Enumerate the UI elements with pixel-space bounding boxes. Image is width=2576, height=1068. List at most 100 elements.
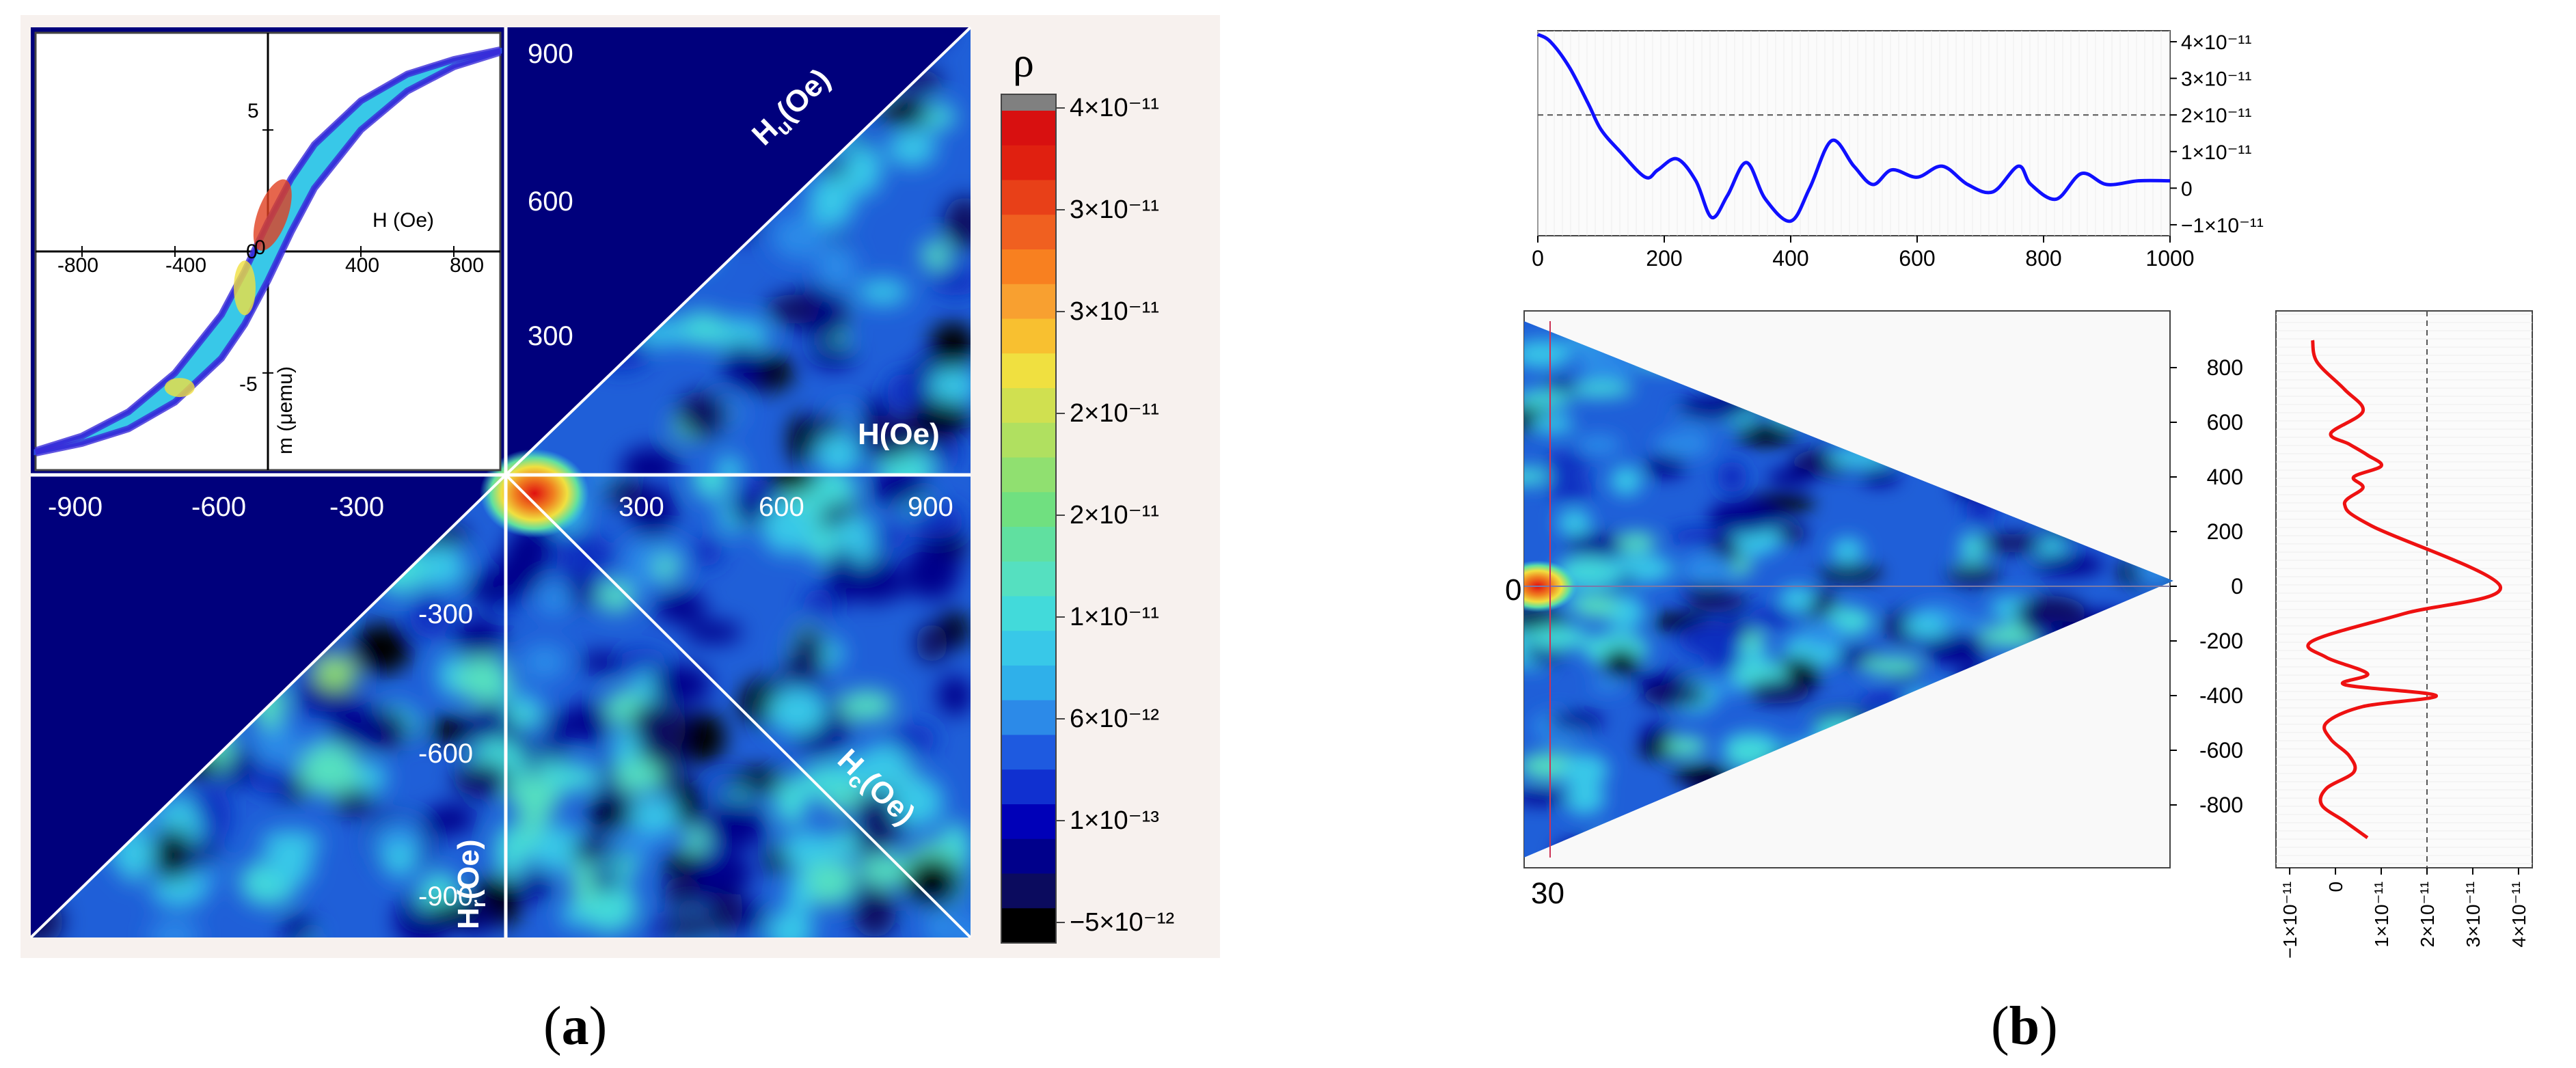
colorbar-cell: [1001, 735, 1056, 770]
tick-vl-neg600: -600: [418, 739, 473, 769]
forc-blob: [802, 588, 839, 615]
inset-ytick-neg5: -5: [239, 373, 258, 396]
forc-blob: [1560, 753, 1609, 788]
colorbar-tick-label: 2×10⁻¹¹: [1070, 501, 1159, 530]
forc-blob: [886, 372, 923, 410]
forc-blob: [676, 711, 727, 765]
inset-hot-region: [253, 179, 292, 251]
forc-blob: [683, 827, 709, 854]
inset-xtick-neg800: -800: [57, 254, 98, 277]
top-x-tick-label: 600: [1899, 246, 1935, 271]
forc-blob: [1831, 537, 1864, 564]
colorbar-cell: [1001, 353, 1056, 389]
forc-blob: [409, 591, 451, 639]
forc-blob: [1654, 431, 1713, 458]
forc-blob: [891, 776, 944, 827]
colorbar-cell: [1001, 422, 1056, 458]
forc-blob: [816, 242, 857, 292]
forc-blob: [580, 651, 623, 674]
colorbar-tick-label: 1×10⁻¹¹: [1070, 603, 1159, 631]
forc-blob: [774, 778, 808, 825]
forc-blob: [839, 690, 895, 721]
forc-blob: [353, 762, 388, 793]
forc-blob: [904, 856, 962, 908]
forc-blob: [869, 525, 907, 549]
forc-blob: [629, 484, 676, 540]
top-y-tick-label: 3×10⁻¹¹: [2181, 68, 2251, 91]
forc-blob: [808, 174, 855, 228]
forc-blob: [259, 721, 300, 767]
inset-xtick-0: 0: [246, 241, 258, 263]
inset-ytick-5: 5: [247, 100, 259, 122]
forc-blob: [929, 365, 971, 407]
forc-blob: [504, 702, 541, 726]
forc-blob: [937, 675, 971, 716]
tick-h-neg900: -900: [48, 492, 103, 522]
colorbar-cell: [1001, 769, 1056, 805]
forc-blob: [1767, 468, 1816, 486]
forc-blob: [925, 905, 954, 937]
tick-v-600: 600: [528, 187, 573, 217]
forc-blob: [1561, 381, 1634, 398]
tick-h-600: 600: [759, 492, 804, 522]
colorbar-tick-label: −5×10⁻¹²: [1070, 908, 1174, 937]
forc-blob: [628, 797, 686, 834]
forc-blob: [693, 851, 753, 894]
forc-blob: [1547, 476, 1594, 502]
top-x-tick-label: 400: [1772, 246, 1808, 271]
top-x-tick-label: 800: [2025, 246, 2061, 271]
colorbar-cell: [1001, 908, 1056, 944]
forc-blob: [677, 392, 730, 438]
forc-blob: [521, 870, 552, 901]
forc-blob: [761, 501, 811, 554]
forc-blob: [826, 547, 858, 604]
forc-blob: [1939, 615, 1987, 633]
forc-blob: [879, 98, 930, 126]
heatmap-b-y-tick-label: -600: [2199, 738, 2243, 763]
forc-blob: [541, 711, 594, 737]
forc-blob: [954, 916, 971, 937]
forc-blob: [1946, 564, 2001, 586]
colorbar-cell: [1001, 145, 1056, 181]
colorbar-cell: [1001, 94, 1056, 111]
forc-blob: [843, 143, 882, 196]
forc-blob: [266, 847, 314, 886]
inset-hot-region: [164, 378, 195, 398]
inset-hysteresis: H (Oe) m (μemu) -800 -400 0 400 800 5 0 …: [33, 31, 502, 471]
inset-loop-branch: [34, 49, 502, 457]
forc-blob: [1859, 467, 1900, 486]
forc-blob: [689, 537, 722, 567]
forc-blob: [1979, 533, 2044, 553]
forc-blob: [327, 709, 383, 748]
forc-blob: [861, 853, 914, 888]
forc-blob: [809, 343, 856, 368]
forc-blob: [495, 824, 527, 879]
forc-blob: [629, 701, 687, 756]
colorbar-cell: [1001, 527, 1056, 562]
forc-blob: [153, 827, 193, 881]
forc-blob: [675, 778, 702, 828]
forc-blob: [1577, 353, 1636, 381]
axis-hu-diagonal: [504, 26, 972, 476]
forc-blob: [1664, 737, 1707, 756]
right-x-tick-label: 1×10⁻¹¹: [2371, 881, 2392, 948]
forc-blob: [614, 758, 663, 793]
forc-blob: [493, 550, 545, 594]
colorbar-cell: [1001, 457, 1056, 493]
forc-blob: [545, 763, 600, 792]
forc-blob: [909, 504, 964, 540]
top-x-tick-label: 0: [1532, 246, 1544, 271]
forc-blob: [1524, 389, 1572, 409]
top-x-tick-label: 200: [1646, 246, 1682, 271]
forc-blob: [426, 803, 476, 835]
forc-blob: [1591, 675, 1625, 692]
heatmap-b-y-tick-label: -800: [2199, 793, 2243, 817]
forc-blob: [1545, 451, 1591, 476]
forc-blob: [932, 264, 971, 296]
forc-blob: [2031, 553, 2105, 577]
inset-ytick-0: 0: [254, 236, 266, 259]
right-x-tick-label: 2×10⁻¹¹: [2417, 881, 2438, 948]
heatmap-b-y-tick-label: 800: [2207, 355, 2243, 380]
top-y-tick-label: 1×10⁻¹¹: [2181, 141, 2251, 164]
forc-blob: [1575, 434, 1622, 456]
